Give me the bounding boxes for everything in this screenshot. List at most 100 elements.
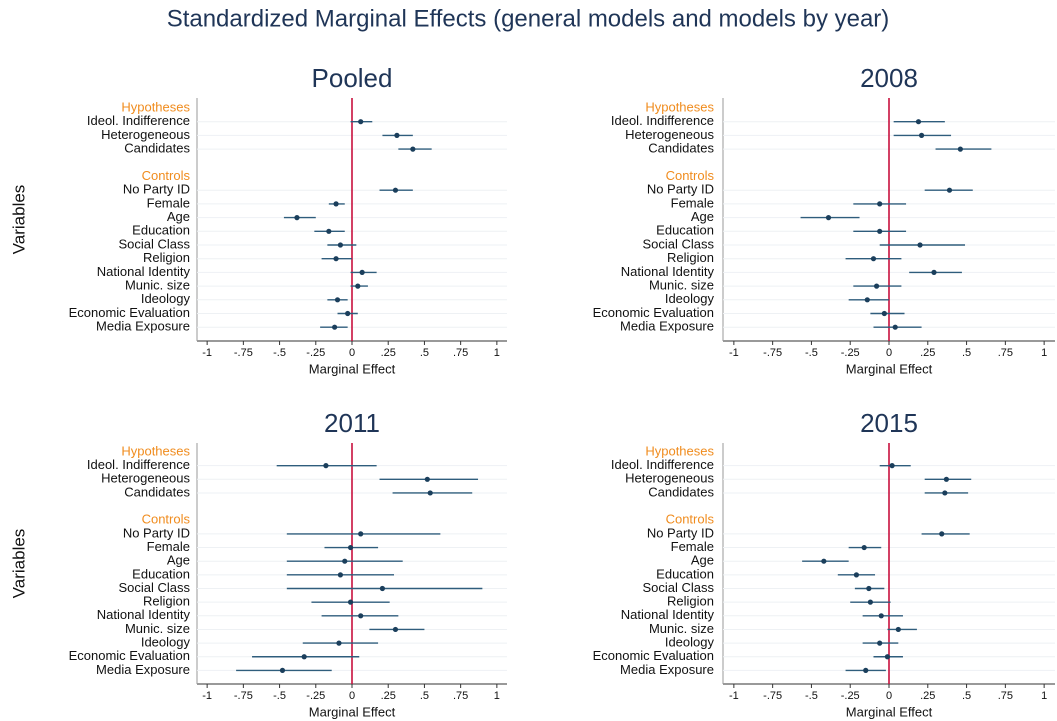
- category-label: Ideol. Indifference: [87, 457, 190, 472]
- x-tick-label: -1: [202, 690, 212, 702]
- x-tick-label: .5: [420, 690, 429, 702]
- category-label: Ideology: [665, 635, 715, 650]
- category-label: National Identity: [97, 264, 191, 279]
- category-label: Economic Evaluation: [69, 648, 190, 663]
- estimate-dot: [358, 119, 364, 125]
- estimate-dot: [336, 640, 342, 646]
- category-label: Social Class: [118, 580, 190, 595]
- category-label: Social Class: [642, 580, 714, 595]
- category-label: Ideology: [141, 291, 191, 306]
- estimate-dot: [821, 558, 827, 564]
- estimate-dot: [345, 310, 351, 317]
- category-label: Munic. size: [125, 278, 190, 293]
- category-label: Media Exposure: [96, 319, 190, 334]
- category-label: Economic Evaluation: [593, 648, 714, 663]
- estimate-dot: [394, 132, 400, 138]
- estimate-dot: [946, 187, 953, 193]
- category-label: Religion: [143, 250, 190, 265]
- category-label: National Identity: [621, 264, 715, 279]
- estimate-dot: [877, 228, 883, 234]
- category-label: Female: [147, 539, 190, 554]
- category-label: Education: [656, 566, 714, 581]
- x-tick-label: 1: [1041, 690, 1047, 702]
- x-tick-label: .5: [420, 347, 429, 359]
- category-label: Candidates: [648, 141, 714, 156]
- estimate-dot: [301, 654, 307, 660]
- x-tick-label: -.5: [273, 690, 286, 702]
- estimate-dot: [915, 119, 922, 125]
- estimate-dot: [877, 201, 883, 207]
- x-tick-label: 0: [886, 347, 892, 359]
- category-label: Media Exposure: [620, 662, 714, 677]
- category-label: Heterogeneous: [625, 471, 714, 486]
- estimate-dot: [861, 544, 867, 551]
- x-tick-label: -.25: [306, 347, 325, 359]
- estimate-dot: [866, 585, 872, 592]
- x-tick-label: 0: [886, 690, 892, 702]
- category-label: National Identity: [621, 607, 715, 622]
- category-label: Economic Evaluation: [593, 305, 714, 320]
- x-axis-label: Marginal Effect: [309, 704, 396, 719]
- y-axis-label: Variables: [9, 529, 28, 599]
- estimate-dot: [379, 585, 386, 592]
- y-axis-label: Variables: [9, 185, 28, 255]
- x-tick-label: -.75: [763, 347, 782, 359]
- category-label: Religion: [143, 594, 190, 609]
- x-tick-label: 1: [494, 347, 500, 359]
- estimate-dot: [427, 490, 433, 496]
- x-tick-label: .75: [998, 347, 1013, 359]
- x-tick-label: -.25: [306, 690, 325, 702]
- estimate-dot: [892, 324, 898, 330]
- x-tick-label: -.75: [234, 347, 253, 359]
- x-tick-label: -.75: [234, 690, 253, 702]
- category-label: Ideol. Indifference: [611, 457, 714, 472]
- estimate-dot: [873, 283, 880, 289]
- x-tick-label: -1: [729, 347, 739, 359]
- x-axis-label: Marginal Effect: [309, 361, 396, 376]
- panel-title: 2015: [860, 408, 918, 438]
- group-header: Controls: [142, 512, 191, 527]
- estimate-dot: [863, 667, 869, 674]
- category-label: Female: [147, 195, 190, 210]
- estimate-dot: [867, 599, 873, 605]
- group-header: Hypotheses: [121, 99, 190, 114]
- category-label: Religion: [667, 250, 714, 265]
- category-label: Religion: [667, 594, 714, 609]
- x-tick-label: -.25: [841, 690, 860, 702]
- x-tick-label: -1: [202, 347, 212, 359]
- estimate-dot: [957, 146, 963, 152]
- category-label: Heterogeneous: [101, 471, 190, 486]
- category-label: Female: [671, 539, 714, 554]
- estimate-dot: [358, 613, 364, 619]
- x-tick-label: -.5: [273, 347, 286, 359]
- x-tick-label: .75: [453, 347, 468, 359]
- estimate-dot: [392, 626, 399, 633]
- x-tick-label: .5: [962, 347, 971, 359]
- group-header: Hypotheses: [121, 443, 190, 458]
- category-label: Education: [132, 566, 190, 581]
- estimate-dot: [918, 132, 925, 138]
- estimate-dot: [323, 463, 329, 469]
- category-label: Media Exposure: [96, 662, 190, 677]
- group-header: Hypotheses: [645, 443, 714, 458]
- estimate-dot: [895, 626, 901, 633]
- estimate-dot: [878, 613, 884, 619]
- estimate-dot: [884, 654, 891, 660]
- category-label: No Party ID: [123, 182, 190, 197]
- category-label: Ideol. Indifference: [87, 113, 190, 128]
- category-label: Candidates: [124, 141, 190, 156]
- category-label: Economic Evaluation: [69, 305, 190, 320]
- category-label: No Party ID: [647, 182, 714, 197]
- x-tick-label: -.5: [805, 347, 818, 359]
- x-tick-label: -1: [729, 690, 739, 702]
- x-tick-label: 1: [1041, 347, 1047, 359]
- category-label: Age: [691, 553, 714, 568]
- panel-title: Pooled: [312, 63, 393, 93]
- estimate-dot: [337, 572, 344, 578]
- figure-title: Standardized Marginal Effects (general m…: [167, 5, 890, 32]
- estimate-dot: [424, 476, 430, 482]
- estimate-dot: [333, 201, 339, 207]
- estimate-dot: [410, 146, 416, 152]
- category-label: Social Class: [642, 236, 714, 251]
